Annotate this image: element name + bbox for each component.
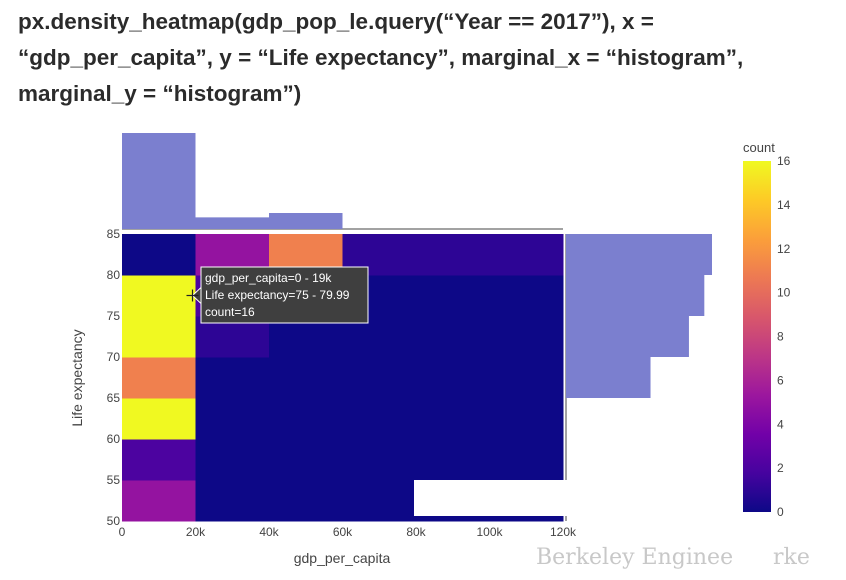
heatmap-cell xyxy=(416,234,490,276)
x-tick-label: 40k xyxy=(259,525,279,539)
y-tick-label: 60 xyxy=(107,432,121,446)
x-tick-label: 120k xyxy=(550,525,577,539)
heatmap-cell xyxy=(342,357,417,399)
heatmap-cell xyxy=(416,439,490,481)
heatmap-cell xyxy=(416,316,490,358)
heatmap-cell xyxy=(416,357,490,399)
heatmap-cell xyxy=(122,398,196,440)
tooltip-line: count=16 xyxy=(205,305,255,319)
marginal-y-bar xyxy=(566,275,705,316)
heatmap-cell xyxy=(489,398,564,440)
x-tick-label: 20k xyxy=(186,525,206,539)
x-axis-title: gdp_per_capita xyxy=(294,550,391,566)
colorbar: count 0 2 4 6 8 10 12 14 16 xyxy=(743,140,791,519)
marginal-y-bar xyxy=(566,357,651,398)
heatmap-cell xyxy=(342,398,417,440)
y-tick-label: 80 xyxy=(107,268,121,282)
colorbar-tick-label: 16 xyxy=(777,154,791,168)
marginal-x-histogram[interactable] xyxy=(122,133,563,230)
heatmap-cell xyxy=(489,234,564,276)
heatmap-cell xyxy=(269,480,343,522)
code-snippet: px.density_heatmap(gdp_pop_le.query(“Yea… xyxy=(18,9,744,106)
x-tick-label: 60k xyxy=(333,525,353,539)
heatmap-cell xyxy=(269,357,343,399)
heatmap-cell xyxy=(122,480,196,522)
watermark-text: Berkeley Enginee xyxy=(536,545,734,570)
axes: 0 20k 40k 60k 80k 100k 120k 50 55 60 65 70 75 80 85 gdp… xyxy=(69,227,577,566)
marginal-y-bar xyxy=(566,316,689,357)
x-tick-label: 0 xyxy=(119,525,126,539)
heatmap-cell xyxy=(122,234,196,276)
y-tick-label: 55 xyxy=(107,473,121,487)
watermark-text-tail: rke xyxy=(773,545,810,570)
hover-tooltip: gdp_per_capita=0 - 19k Life expectancy=75… xyxy=(186,266,369,324)
white-occluder xyxy=(414,480,658,516)
heatmap-cell xyxy=(269,439,343,481)
x-tick-label: 80k xyxy=(406,525,426,539)
heatmap-cell xyxy=(489,357,564,399)
marginal-x-bar xyxy=(195,217,269,229)
colorbar-bar xyxy=(743,161,771,512)
heatmap-cell xyxy=(122,316,196,358)
heatmap-cell xyxy=(416,398,490,440)
heatmap-cell xyxy=(122,357,196,399)
colorbar-tick-label: 10 xyxy=(777,286,791,300)
heatmap-cell xyxy=(489,439,564,481)
x-tick-label: 100k xyxy=(476,525,503,539)
colorbar-tick-label: 0 xyxy=(777,505,784,519)
heatmap-cell xyxy=(489,316,564,358)
y-tick-label: 50 xyxy=(107,514,121,528)
heatmap-cell xyxy=(269,398,343,440)
heatmap-cell xyxy=(195,439,270,481)
tooltip-line: gdp_per_capita=0 - 19k xyxy=(205,271,332,285)
heatmap-cell xyxy=(122,439,196,481)
tooltip-line: Life expectancy=75 - 79.99 xyxy=(205,288,350,302)
colorbar-tick-label: 4 xyxy=(777,417,784,431)
colorbar-title: count xyxy=(743,140,775,155)
colorbar-tick-label: 2 xyxy=(777,461,784,475)
colorbar-tick-label: 6 xyxy=(777,373,784,387)
tooltip-box xyxy=(200,266,369,324)
colorbar-tick-label: 14 xyxy=(777,198,791,212)
heatmap-cell xyxy=(489,275,564,317)
y-tick-label: 75 xyxy=(107,309,121,323)
heatmap-cell xyxy=(342,480,417,522)
colorbar-tick-label: 8 xyxy=(777,330,784,344)
marginal-y-histogram[interactable] xyxy=(565,234,712,521)
y-axis-title: Life expectancy xyxy=(69,329,85,426)
heatmap-cell xyxy=(195,480,270,522)
heatmap-cell xyxy=(122,275,196,317)
colorbar-tick-label: 12 xyxy=(777,242,791,256)
heatmap-cell xyxy=(195,357,270,399)
marginal-y-bar xyxy=(566,234,712,275)
heatmap-cell xyxy=(416,275,490,317)
marginal-x-bar xyxy=(269,213,343,229)
marginal-x-bar xyxy=(122,133,196,229)
y-tick-label: 85 xyxy=(107,227,121,241)
heatmap-cell xyxy=(195,398,270,440)
y-tick-label: 65 xyxy=(107,391,121,405)
heatmap-cell xyxy=(342,439,417,481)
y-tick-label: 70 xyxy=(107,350,121,364)
